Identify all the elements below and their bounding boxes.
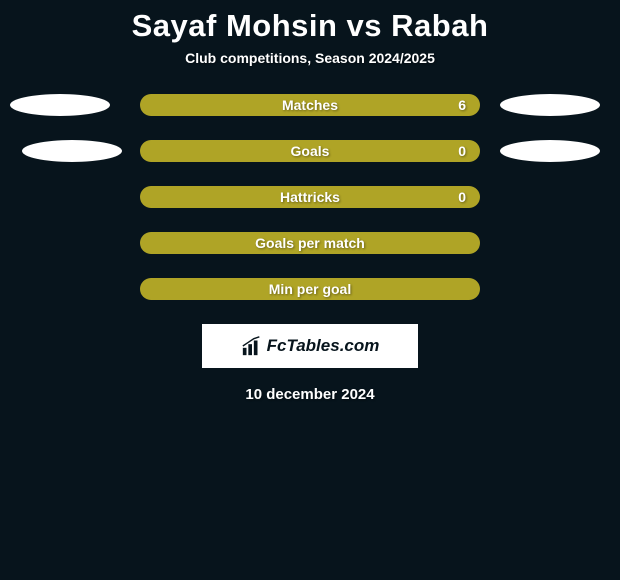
stat-value: 6 [458,97,466,113]
page-subtitle: Club competitions, Season 2024/2025 [0,50,620,94]
stat-bar: Goals per match [140,232,480,254]
page-title: Sayaf Mohsin vs Rabah [0,0,620,50]
stat-label: Hattricks [280,189,340,205]
right-marker-ellipse [500,140,600,162]
date-text: 10 december 2024 [0,386,620,403]
left-marker-ellipse [10,94,110,116]
stat-label: Goals [291,143,330,159]
stat-bar: Goals 0 [140,140,480,162]
logo-text: FcTables.com [267,336,380,356]
stat-row-matches: Matches 6 [0,94,620,116]
bar-chart-icon [241,335,263,357]
stat-value: 0 [458,143,466,159]
stat-row-goals: Goals 0 [0,140,620,162]
right-marker-ellipse [500,94,600,116]
main-container: Sayaf Mohsin vs Rabah Club competitions,… [0,0,620,403]
stat-label: Min per goal [269,281,351,297]
left-marker-ellipse [22,140,122,162]
logo-box: FcTables.com [202,324,418,368]
stat-row-hattricks: Hattricks 0 [0,186,620,208]
stat-row-goals-per-match: Goals per match [0,232,620,254]
stat-label: Goals per match [255,235,365,251]
stat-bar: Min per goal [140,278,480,300]
stats-area: Matches 6 Goals 0 Hattricks 0 Goals per … [0,94,620,300]
stat-row-min-per-goal: Min per goal [0,278,620,300]
stat-label: Matches [282,97,338,113]
logo-content: FcTables.com [241,335,380,357]
stat-bar: Hattricks 0 [140,186,480,208]
stat-value: 0 [458,189,466,205]
stat-bar: Matches 6 [140,94,480,116]
